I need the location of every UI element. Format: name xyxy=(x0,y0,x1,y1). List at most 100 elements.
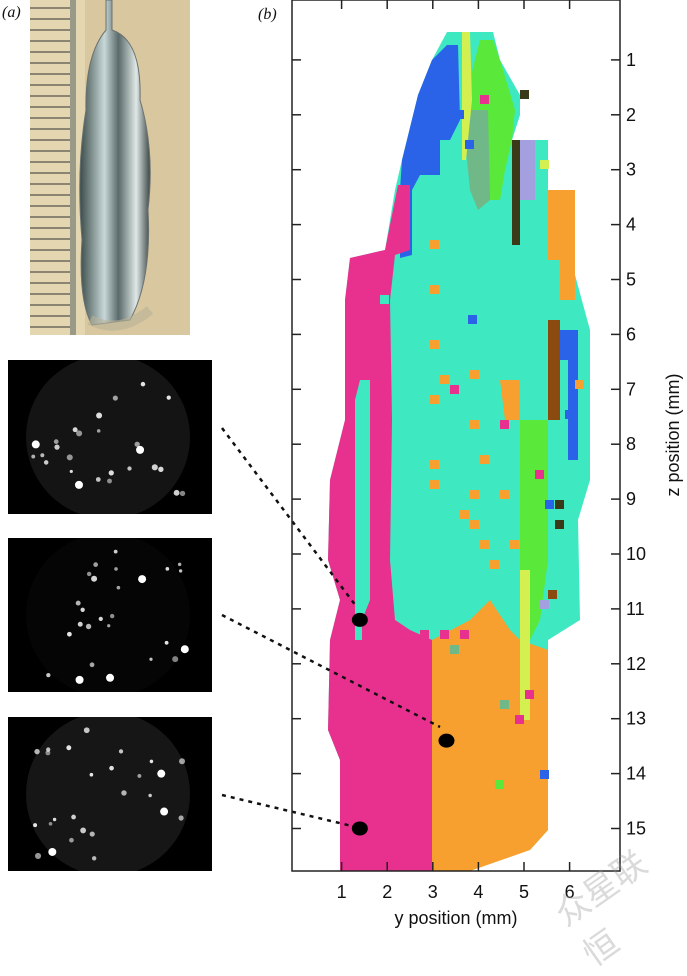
x-tick-label: 6 xyxy=(565,882,575,902)
z-tick-label: 10 xyxy=(626,544,646,564)
grain-pixel xyxy=(555,500,564,509)
x-tick-label: 2 xyxy=(382,882,392,902)
grain-pixel xyxy=(470,520,479,529)
grain-pixel xyxy=(460,630,469,639)
diffraction-spot xyxy=(48,847,57,856)
diffraction-pattern-3 xyxy=(8,717,212,871)
grain-pixel xyxy=(490,560,499,569)
diffraction-spot xyxy=(43,460,49,465)
diffraction-spot xyxy=(109,765,114,771)
diffraction-spot xyxy=(157,769,166,778)
diffraction-spot xyxy=(114,567,118,571)
diffraction-spot xyxy=(180,645,189,654)
grain-pixel xyxy=(515,715,524,724)
grain-pixel xyxy=(460,510,469,519)
region-orange-mid xyxy=(500,380,520,420)
diffraction-spot xyxy=(107,478,112,484)
grain-pixel xyxy=(540,160,549,169)
plot-frame xyxy=(291,0,621,872)
diffraction-spot xyxy=(178,815,184,821)
z-tick-label: 9 xyxy=(626,489,636,509)
diffraction-spot xyxy=(151,464,158,471)
region-blue xyxy=(400,45,460,258)
grain-pixel xyxy=(480,95,489,104)
grain-pixel xyxy=(430,395,439,404)
diffraction-spot xyxy=(179,758,186,765)
diffraction-spot xyxy=(172,656,179,663)
diffraction-spot xyxy=(75,600,81,606)
diffraction-spot xyxy=(173,489,180,496)
diffraction-spot xyxy=(83,727,90,734)
z-tick-label: 7 xyxy=(626,379,636,399)
region-brown xyxy=(548,320,560,420)
z-tick-label: 5 xyxy=(626,270,636,290)
grain-pixel xyxy=(540,600,549,609)
diffraction-spot xyxy=(34,748,40,755)
grain-pixel xyxy=(455,110,464,119)
diffraction-spot xyxy=(33,823,38,828)
diffraction-spot xyxy=(160,807,169,816)
diffraction-spot xyxy=(158,466,164,472)
z-tick-label: 15 xyxy=(626,819,646,839)
z-tick-label: 11 xyxy=(626,599,645,619)
diffraction-spot xyxy=(34,852,42,859)
grain-pixel xyxy=(470,490,479,499)
z-tick-label: 4 xyxy=(626,215,636,235)
diffraction-spot xyxy=(165,567,170,571)
diffraction-spot xyxy=(67,631,72,637)
diffraction-spot xyxy=(134,441,140,447)
diffraction-spot xyxy=(109,613,115,619)
grain-pixel xyxy=(495,780,504,789)
region-orange-right xyxy=(548,190,575,300)
diffraction-spot xyxy=(80,827,87,834)
grain-pixel xyxy=(470,370,479,379)
diffraction-spot xyxy=(177,562,182,567)
diffraction-spot xyxy=(121,790,127,796)
diffraction-spot xyxy=(69,837,74,843)
grain-pixel xyxy=(500,700,509,709)
diffraction-spot xyxy=(164,640,169,645)
x-axis-label: y position (mm) xyxy=(394,908,517,928)
diffraction-spot xyxy=(98,616,103,622)
measurement-marker xyxy=(351,821,368,836)
diffraction-pattern-1 xyxy=(8,360,212,514)
diffraction-spot xyxy=(116,585,121,590)
region-yellow-top xyxy=(462,32,472,160)
pointer-line-1 xyxy=(221,427,357,607)
grain-pixel xyxy=(468,315,477,324)
grain-pixel xyxy=(565,410,574,419)
diffraction-spot xyxy=(96,412,103,419)
diffraction-spot xyxy=(89,772,94,777)
diffraction-spot xyxy=(166,395,171,400)
region-dark xyxy=(512,140,520,245)
diffraction-spot xyxy=(179,490,186,497)
diffraction-spot xyxy=(48,821,53,826)
diffraction-spot xyxy=(74,480,83,489)
diffraction-spot xyxy=(136,445,145,454)
diffraction-spot xyxy=(127,466,132,471)
x-tick-label: 3 xyxy=(428,882,438,902)
grain-pixel xyxy=(430,340,439,349)
diffraction-spot xyxy=(149,759,154,764)
diffraction-spot xyxy=(76,430,83,437)
diffraction-spot xyxy=(31,440,40,449)
pointer-line-3 xyxy=(221,793,353,828)
diffraction-pattern-2 xyxy=(8,538,212,692)
diffraction-spot xyxy=(91,575,98,582)
grain-pixel xyxy=(548,590,557,599)
grain-pixel xyxy=(430,240,439,249)
diffraction-spot xyxy=(91,856,97,861)
diffraction-spot xyxy=(95,477,101,482)
diffraction-spot xyxy=(107,624,111,628)
diffraction-spot xyxy=(40,453,45,458)
grain-pixel xyxy=(465,140,474,149)
diffraction-spot xyxy=(106,673,115,682)
diffraction-spot xyxy=(149,657,153,661)
grain-pixel xyxy=(480,620,489,629)
diffraction-spot xyxy=(77,621,83,627)
grain-pixel xyxy=(510,540,519,549)
diffraction-spot xyxy=(108,470,114,476)
diffraction-spot xyxy=(80,607,85,612)
grain-pixel xyxy=(380,295,389,304)
diffraction-spot xyxy=(75,675,84,684)
